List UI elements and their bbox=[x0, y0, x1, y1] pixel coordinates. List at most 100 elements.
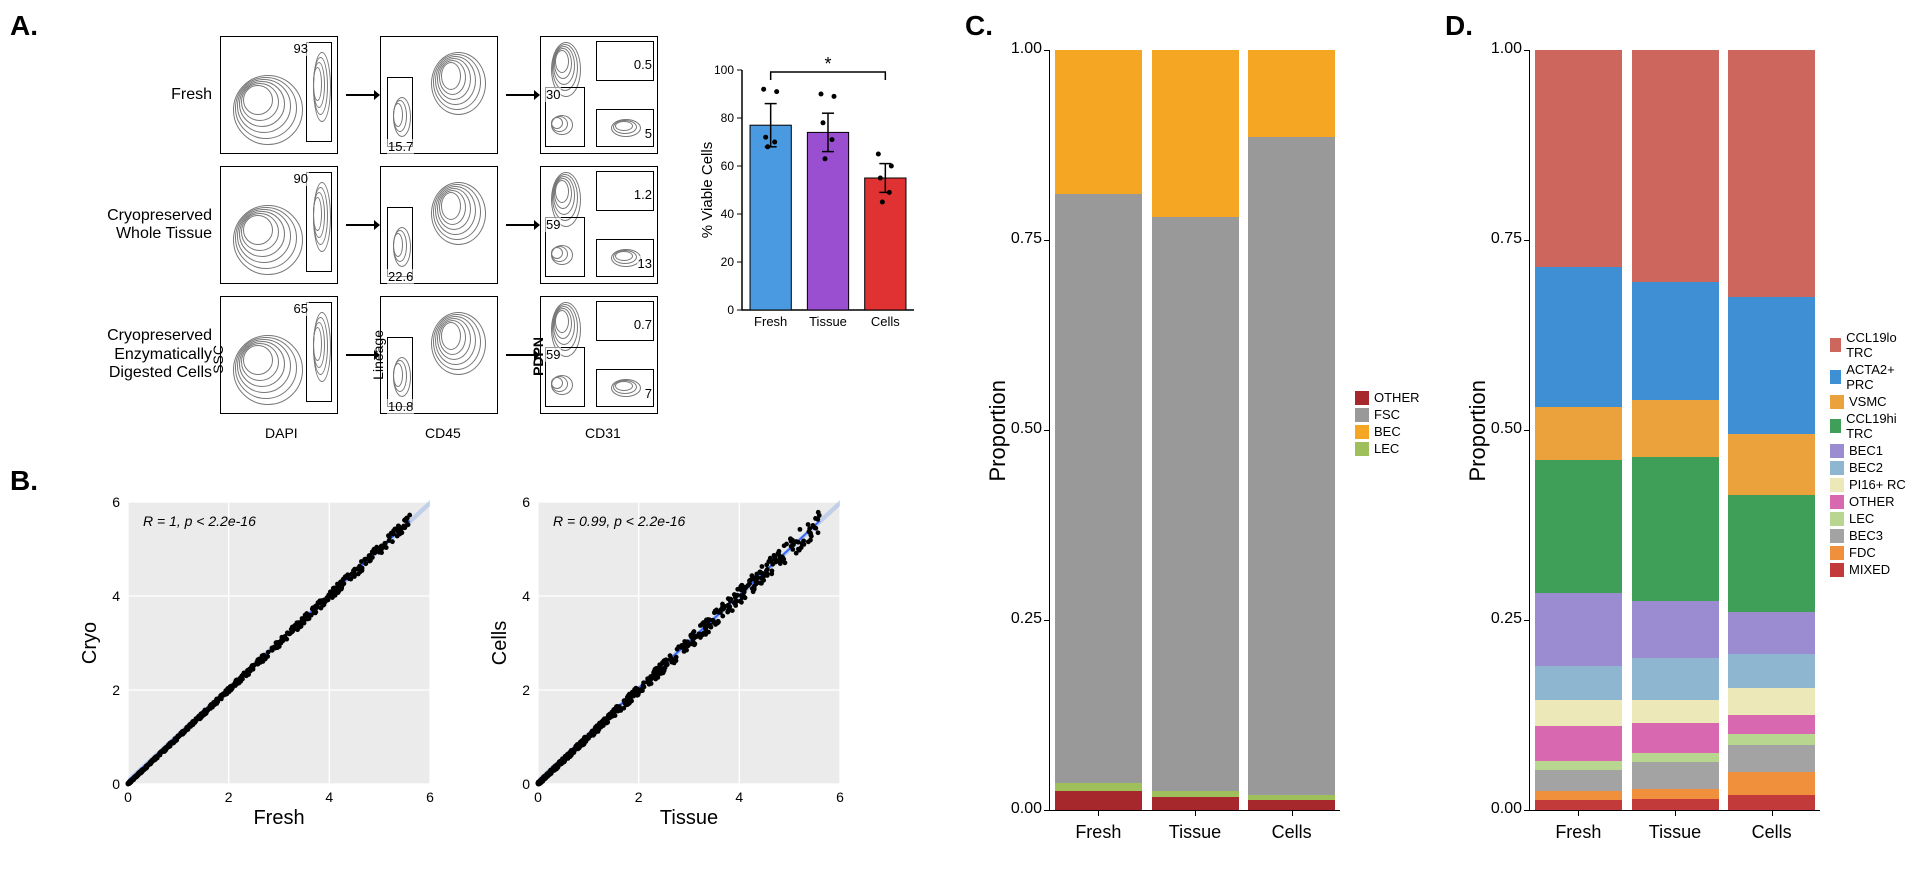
gate-pct: 0.5 bbox=[633, 57, 653, 72]
gate-pct: 93 bbox=[293, 41, 309, 56]
legend-swatch bbox=[1830, 395, 1844, 409]
stacked-segment bbox=[1728, 654, 1815, 688]
legend-label: CCL19hi TRC bbox=[1846, 411, 1910, 441]
scatter-cells-vs-tissue: 00224466R = 0.99, p < 2.2e-16TissueCells bbox=[490, 490, 850, 830]
facs-plot-dapi: 93 bbox=[220, 36, 338, 154]
panel-a: A. Fresh9315.70.5305Cryopreserved Whole … bbox=[10, 10, 930, 450]
stacked-segment bbox=[1632, 658, 1719, 700]
gate-pct: 5 bbox=[644, 126, 653, 141]
svg-text:4: 4 bbox=[325, 789, 333, 805]
stacked-segment bbox=[1728, 734, 1815, 745]
gate-pct: 15.7 bbox=[387, 139, 414, 154]
stacked-segment bbox=[1152, 217, 1239, 791]
flow-row: Cryopreserved Enzymatically Digested Cel… bbox=[70, 290, 664, 420]
stacked-segment bbox=[1535, 791, 1622, 800]
arrow-icon bbox=[344, 85, 380, 105]
xtick-label: Fresh bbox=[1050, 822, 1147, 843]
stacked-segment bbox=[1535, 770, 1622, 791]
svg-text:40: 40 bbox=[721, 207, 735, 221]
stacked-segment bbox=[1535, 407, 1622, 460]
legend-swatch bbox=[1830, 444, 1844, 458]
stacked-segment bbox=[1632, 789, 1719, 799]
legend-item: BEC3 bbox=[1830, 528, 1910, 543]
legend-item: BEC bbox=[1355, 424, 1420, 439]
panel-d-bars: 0.000.250.500.751.00FreshTissueCells bbox=[1530, 50, 1820, 810]
stacked-segment bbox=[1632, 723, 1719, 753]
stacked-segment bbox=[1632, 601, 1719, 658]
legend-label: ACTA2+ PRC bbox=[1846, 362, 1910, 392]
gate-pct: 90 bbox=[293, 171, 309, 186]
legend-item: CCL19lo TRC bbox=[1830, 330, 1910, 360]
legend-swatch bbox=[1830, 461, 1844, 475]
svg-text:2: 2 bbox=[635, 789, 643, 805]
stacked-segment bbox=[1055, 194, 1142, 783]
stacked-segment bbox=[1728, 495, 1815, 613]
flow-row-label: Cryopreserved Enzymatically Digested Cel… bbox=[70, 327, 220, 382]
scatter-ylabel: Cryo bbox=[80, 622, 101, 664]
stacked-segment bbox=[1728, 612, 1815, 654]
legend-label: PI16+ RC bbox=[1849, 477, 1906, 492]
correlation-stat: R = 1, p < 2.2e-16 bbox=[143, 513, 256, 529]
viability-bar bbox=[750, 125, 791, 310]
legend-item: OTHER bbox=[1355, 390, 1420, 405]
stacked-segment bbox=[1632, 762, 1719, 789]
legend-item: VSMC bbox=[1830, 394, 1910, 409]
legend-swatch bbox=[1830, 563, 1844, 577]
stacked-segment bbox=[1728, 772, 1815, 795]
gate-pct: 30 bbox=[545, 87, 561, 102]
axis-ssc: SSC bbox=[210, 345, 226, 374]
stacked-segment bbox=[1728, 688, 1815, 715]
panel-b-label: B. bbox=[10, 465, 38, 497]
svg-text:80: 80 bbox=[721, 111, 735, 125]
stacked-segment bbox=[1152, 797, 1239, 810]
svg-text:100: 100 bbox=[714, 63, 734, 77]
legend-label: BEC3 bbox=[1849, 528, 1883, 543]
legend-item: BEC1 bbox=[1830, 443, 1910, 458]
stacked-segment bbox=[1728, 50, 1815, 297]
scatter-ylabel: Cells bbox=[490, 621, 511, 665]
gate-pct: 1.2 bbox=[633, 187, 653, 202]
legend-item: BEC2 bbox=[1830, 460, 1910, 475]
legend-swatch bbox=[1355, 442, 1369, 456]
gate-pct: 10.8 bbox=[387, 399, 414, 414]
xtick-label: Cells bbox=[1723, 822, 1820, 843]
flow-cytometry-rows: Fresh9315.70.5305Cryopreserved Whole Tis… bbox=[70, 30, 664, 420]
scatter-xlabel: Tissue bbox=[660, 807, 718, 829]
arrow-icon bbox=[344, 215, 380, 235]
legend-swatch bbox=[1830, 478, 1844, 492]
gate-pct: 13 bbox=[637, 256, 653, 271]
ytick-label: 0.75 bbox=[1482, 230, 1522, 248]
svg-text:Tissue: Tissue bbox=[809, 314, 847, 329]
stacked-segment bbox=[1728, 297, 1815, 434]
stacked-segment bbox=[1632, 457, 1719, 601]
stacked-segment bbox=[1535, 50, 1622, 267]
legend-label: LEC bbox=[1849, 511, 1874, 526]
svg-text:4: 4 bbox=[522, 588, 530, 604]
legend-label: BEC1 bbox=[1849, 443, 1883, 458]
stacked-segment bbox=[1535, 267, 1622, 408]
legend-label: VSMC bbox=[1849, 394, 1887, 409]
panel-d-label: D. bbox=[1445, 10, 1473, 42]
stacked-segment bbox=[1632, 50, 1719, 282]
viability-bar-chart: 020406080100% Viable CellsFreshTissueCel… bbox=[700, 45, 920, 350]
legend-label: CCL19lo TRC bbox=[1846, 330, 1910, 360]
stacked-segment bbox=[1632, 700, 1719, 723]
svg-text:2: 2 bbox=[112, 682, 120, 698]
axis-cd45: CD45 bbox=[425, 425, 461, 441]
scatter-xlabel: Fresh bbox=[253, 807, 304, 829]
svg-text:6: 6 bbox=[426, 789, 434, 805]
scatter-cryo-vs-fresh: 00224466R = 1, p < 2.2e-16FreshCryo bbox=[80, 490, 440, 830]
arrow-icon bbox=[504, 215, 540, 235]
legend-item: LEC bbox=[1830, 511, 1910, 526]
stacked-segment bbox=[1728, 795, 1815, 810]
gate-pct: 0.7 bbox=[633, 317, 653, 332]
stacked-segment bbox=[1055, 50, 1142, 194]
svg-text:0: 0 bbox=[522, 776, 530, 792]
legend-swatch bbox=[1355, 391, 1369, 405]
ytick-label: 0.50 bbox=[1482, 420, 1522, 438]
stacked-segment bbox=[1632, 799, 1719, 810]
flow-row-label: Cryopreserved Whole Tissue bbox=[70, 207, 220, 244]
panel-d-legend: CCL19lo TRCACTA2+ PRC VSMC CCL19hi TRC BEC1… bbox=[1830, 330, 1910, 579]
xtick-label: Cells bbox=[1243, 822, 1340, 843]
svg-text:0: 0 bbox=[112, 776, 120, 792]
